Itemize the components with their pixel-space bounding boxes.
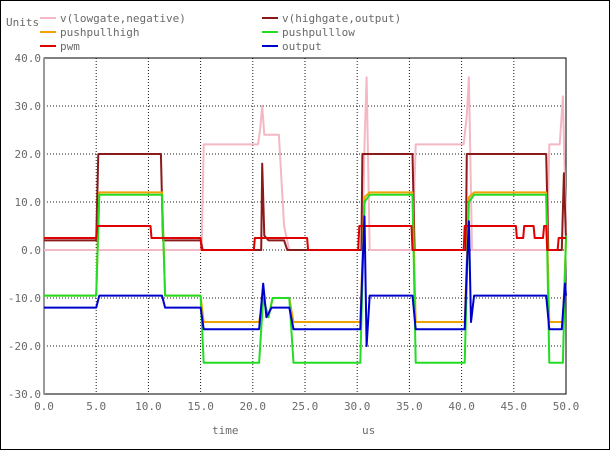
series-line-5: [44, 225, 566, 251]
x-axis-label-time: time: [212, 424, 239, 437]
x-tick-label: 35.0: [396, 400, 423, 413]
legend-label: v(highgate,output): [282, 12, 401, 25]
x-tick-label: 15.0: [187, 400, 214, 413]
x-tick-label: 10.0: [135, 400, 162, 413]
y-tick-label: -30.0: [8, 388, 41, 401]
x-tick-label: 5.0: [86, 400, 106, 413]
x-axis-label-unit: us: [362, 424, 375, 437]
x-tick-label: 20.0: [240, 400, 267, 413]
y-axis-label: Units: [6, 16, 39, 29]
y-tick-label: 0.0: [21, 244, 41, 257]
legend-label: pushpulllow: [282, 26, 355, 39]
x-tick-label: 25.0: [292, 400, 319, 413]
tick-labels: 0.0 5.0 10.0 15.0 20.0 25.0 30.0 35.0 40.0 45.0 50…: [8, 52, 579, 413]
x-tick-label: 30.0: [344, 400, 371, 413]
series-line-4: [44, 193, 567, 364]
x-tick-label: 45.0: [501, 400, 528, 413]
series-line-6: [44, 215, 567, 347]
x-tick-label: 50.0: [553, 400, 580, 413]
legend-label: output: [282, 40, 322, 53]
legend-label: v(lowgate,negative): [60, 12, 186, 25]
y-tick-label: 10.0: [15, 196, 42, 209]
x-tick-label: 0.0: [34, 400, 54, 413]
y-tick-label: 40.0: [15, 52, 42, 65]
legend-label: pushpullhigh: [60, 26, 139, 39]
legend: v(lowgate,negative) v(highgate,output)pus…: [40, 12, 401, 53]
series-lines: [44, 76, 567, 364]
y-tick-label: 30.0: [15, 100, 42, 113]
legend-label: pwm: [60, 40, 80, 53]
y-tick-label: 20.0: [15, 148, 42, 161]
y-tick-label: -10.0: [8, 292, 41, 305]
y-tick-label: -20.0: [8, 340, 41, 353]
x-tick-label: 40.0: [448, 400, 475, 413]
